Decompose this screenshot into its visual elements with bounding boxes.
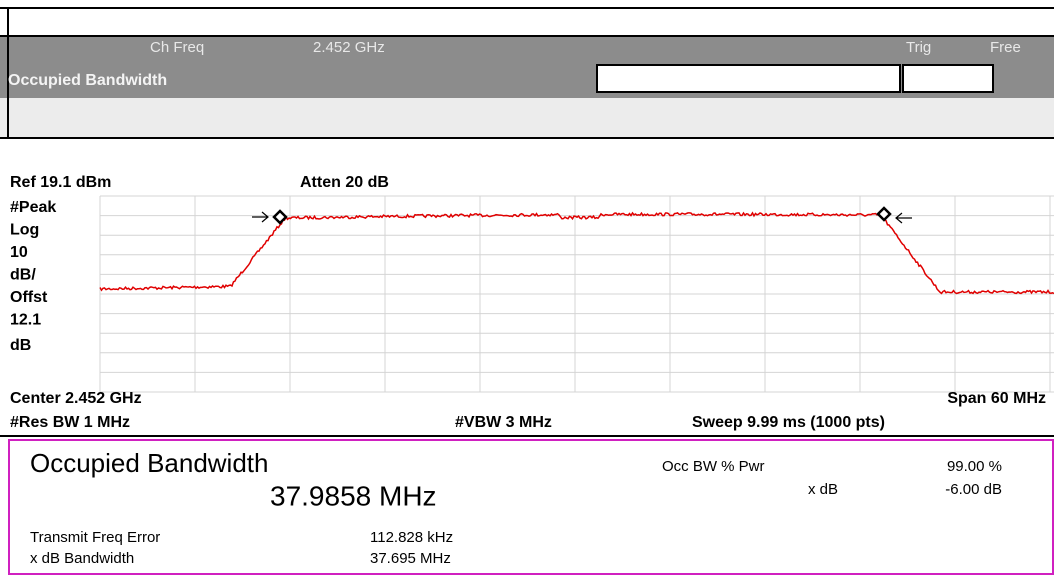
sweep: Sweep 9.99 ms (1000 pts)	[692, 414, 885, 431]
results-box	[8, 439, 1054, 575]
graticule	[99, 195, 1054, 393]
param-value: -6.00 dB	[945, 481, 1002, 498]
row-value: 112.828 kHz	[370, 529, 453, 546]
input-box	[902, 64, 994, 93]
marker	[272, 209, 288, 225]
param-value: 99.00 %	[947, 458, 1002, 475]
scale-label: Log	[10, 222, 39, 239]
input-box	[596, 64, 901, 93]
arrow	[252, 211, 269, 223]
row-label: Transmit Freq Error	[30, 529, 160, 546]
arrow	[895, 212, 912, 224]
param-label: Occ BW % Pwr	[662, 458, 765, 475]
ch-freq-label: Ch Freq	[150, 39, 204, 56]
scale-label: 10	[10, 244, 28, 261]
param-label: x dB	[808, 481, 838, 498]
span: Span 60 MHz	[947, 390, 1046, 407]
trig: Free	[990, 39, 1021, 56]
scale-label: dB/	[10, 267, 36, 284]
res-bw: #Res BW 1 MHz	[10, 414, 130, 431]
trig-label: Trig	[906, 39, 931, 56]
results-title: Occupied Bandwidth	[30, 448, 268, 478]
attenuation: Atten 20 dB	[300, 174, 389, 191]
center-freq: Center 2.452 GHz	[10, 390, 142, 407]
scale-label: #Peak	[10, 199, 56, 216]
scale-label: dB	[10, 337, 31, 354]
row-value: 37.695 MHz	[370, 550, 451, 567]
trace	[99, 211, 1054, 295]
scale-label: 12.1	[10, 312, 41, 329]
vbw: #VBW 3 MHz	[455, 414, 552, 431]
marker	[876, 206, 892, 222]
ch-freq: 2.452 GHz	[313, 39, 385, 56]
sub-band	[0, 98, 1054, 138]
row-label: x dB Bandwidth	[30, 550, 134, 567]
mode-title: Occupied Bandwidth	[8, 72, 167, 89]
scale-label: Offst	[10, 289, 48, 306]
ref-level: Ref 19.1 dBm	[10, 174, 111, 191]
occupied-bw: 37.9858 MHz	[270, 480, 437, 511]
